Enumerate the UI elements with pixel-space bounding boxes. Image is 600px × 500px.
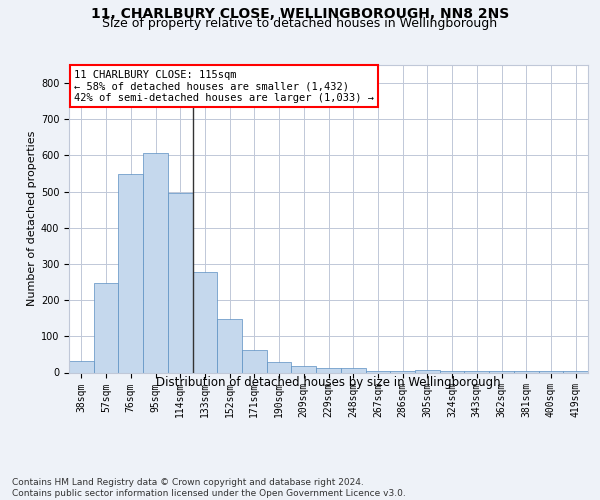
Text: 11 CHARLBURY CLOSE: 115sqm
← 58% of detached houses are smaller (1,432)
42% of s: 11 CHARLBURY CLOSE: 115sqm ← 58% of deta… (74, 70, 374, 103)
Bar (168, 194, 193, 372)
Bar (341, 368, 365, 372)
Bar (415, 370, 440, 372)
Bar (316, 368, 341, 372)
Bar (193, 272, 217, 372)
Bar (94, 283, 118, 372)
Text: 11, CHARLBURY CLOSE, WELLINGBOROUGH, NN8 2NS: 11, CHARLBURY CLOSE, WELLINGBOROUGH, NN8… (91, 8, 509, 22)
Text: Distribution of detached houses by size in Wellingborough: Distribution of detached houses by size … (157, 376, 501, 389)
Bar (514, 370, 539, 372)
Y-axis label: Number of detached properties: Number of detached properties (26, 131, 37, 306)
Bar (390, 370, 415, 372)
Bar (217, 319, 242, 372)
Bar (440, 370, 464, 372)
Bar (69, 361, 94, 372)
Bar (242, 350, 267, 372)
Text: Contains HM Land Registry data © Crown copyright and database right 2024.
Contai: Contains HM Land Registry data © Crown c… (12, 478, 406, 498)
Bar (143, 153, 168, 372)
Text: Size of property relative to detached houses in Wellingborough: Size of property relative to detached ho… (103, 18, 497, 30)
Bar (267, 362, 292, 372)
Bar (292, 366, 316, 372)
Bar (365, 370, 390, 372)
Bar (118, 174, 143, 372)
